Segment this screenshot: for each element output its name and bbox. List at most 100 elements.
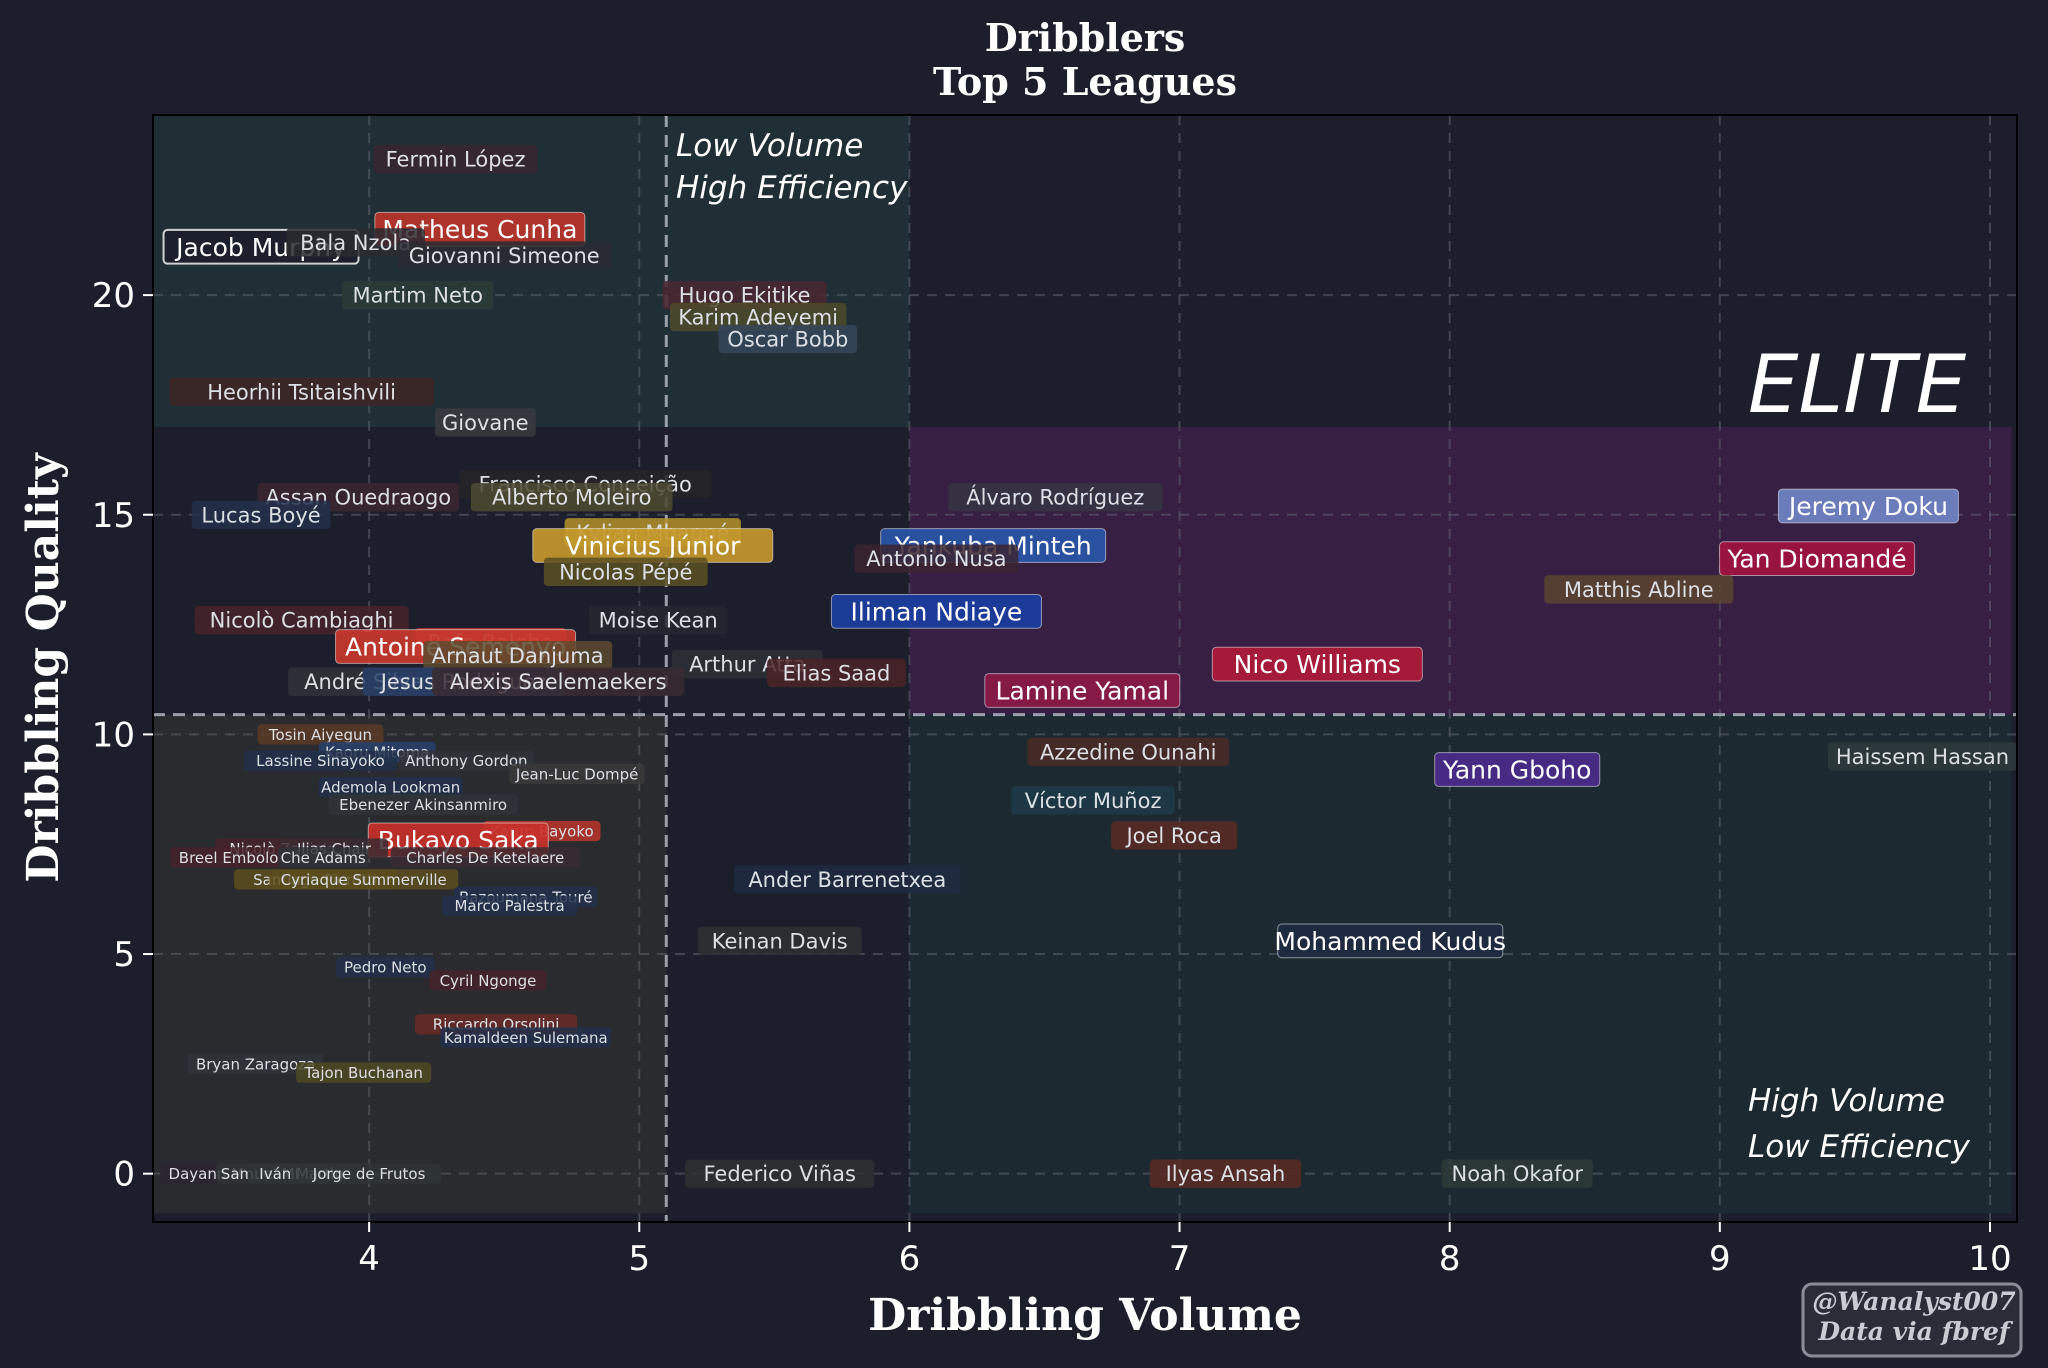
data-point-18: Vinicius Júnior <box>532 528 774 563</box>
data-point-32: Nico Williams <box>1211 646 1423 682</box>
point-label-box <box>1111 821 1238 850</box>
plot-frame <box>152 114 2018 1223</box>
chart-title: Dribblers <box>985 15 1186 60</box>
point-label-box <box>509 763 645 785</box>
y-tick-label-15: 15 <box>92 496 135 536</box>
point-label-box <box>278 847 369 868</box>
point-label-box <box>1149 1159 1302 1188</box>
point-label: Elias Saad <box>783 661 891 685</box>
point-label-box <box>434 408 536 437</box>
point-label-box <box>318 776 463 798</box>
point-label: Ander Barrenetxea <box>748 868 946 892</box>
point-label: Tajon Buchanan <box>303 1064 422 1082</box>
data-point-53: Breel Embolo <box>170 847 288 868</box>
point-label-box <box>1544 575 1734 604</box>
data-point-33: Lamine Yamal <box>984 673 1181 708</box>
point-label-box <box>373 144 538 174</box>
point-label: Ebenezer Akinsanmiro <box>339 796 507 814</box>
data-point-8: Oscar Bobb <box>718 324 858 354</box>
point-label-box <box>669 302 847 332</box>
point-label-box <box>423 641 613 670</box>
data-point-36: Alexis Saelemaekers <box>432 667 685 696</box>
credit-source: Data via fbref <box>1817 1317 2014 1346</box>
point-label: Noah Okafor <box>1451 1162 1583 1186</box>
data-point-21: Yan Diomandé <box>1719 541 1916 577</box>
data-point-56: Ander Barrenetxea <box>733 865 961 894</box>
point-label-box <box>948 483 1163 512</box>
point-label-box <box>733 865 961 894</box>
data-point-55: Charles De Ketelaere <box>390 847 580 868</box>
data-point-5: Martim Neto <box>342 280 494 310</box>
point-label-box <box>442 895 578 916</box>
y-tick-label-5: 5 <box>113 935 135 975</box>
point-label: Breel Embolo <box>179 849 279 867</box>
point-label: Keinan Davis <box>712 929 848 953</box>
y-tick-label-20: 20 <box>92 276 135 316</box>
point-label-box <box>1827 742 2017 771</box>
point-label: Kamaldeen Sulemana <box>444 1029 608 1047</box>
point-label: Iliman Ndiaye <box>851 597 1023 626</box>
point-label-box <box>297 1163 442 1184</box>
point-label-box <box>194 606 409 635</box>
y-tick-label-0: 0 <box>113 1155 135 1195</box>
point-label-box <box>390 847 580 868</box>
point-label: Azzedine Ounahi <box>1040 741 1217 765</box>
point-label: Heorhii Tsitaishvili <box>207 380 396 404</box>
data-point-44: Yann Gboho <box>1434 752 1601 787</box>
point-label: Cyril Ngonge <box>440 972 537 990</box>
x-tick-label-9: 9 <box>1709 1239 1731 1279</box>
x-tick-label-7: 7 <box>1169 1239 1191 1279</box>
point-label: Lamine Yamal <box>996 676 1170 705</box>
point-label-box <box>296 1062 432 1083</box>
data-point-20: Antonio Nusa <box>854 544 1019 573</box>
point-label-box <box>1027 737 1230 767</box>
point-label-box <box>169 377 434 406</box>
point-label: Bala Nzola <box>300 231 411 255</box>
data-point-48: Joel Roca <box>1111 821 1238 850</box>
point-label: Jean-Luc Dompé <box>515 765 638 783</box>
point-label-box <box>170 847 288 868</box>
point-label-box <box>984 673 1181 708</box>
point-label-box <box>328 794 518 815</box>
point-label-box <box>543 557 708 587</box>
data-point-16: Jeremy Doku <box>1777 488 1959 524</box>
point-label-box <box>440 1027 612 1048</box>
point-label-box <box>1211 646 1423 682</box>
quadrant-note-bottom-right-line1: High Volume <box>1748 1083 1945 1119</box>
data-point-54: Che Adams <box>278 847 369 868</box>
point-label-box <box>685 1159 875 1188</box>
data-point-10: Giovane <box>434 408 536 437</box>
point-label: Tosin Aiyegun <box>268 726 372 744</box>
point-label-box <box>432 667 685 696</box>
point-label: Che Adams <box>281 849 366 867</box>
data-point-74: Ilyas Ansah <box>1149 1159 1302 1188</box>
point-label: Ademola Lookman <box>321 779 460 797</box>
point-label-box <box>697 926 862 956</box>
point-label: Alberto Moleiro <box>492 486 651 510</box>
y-axis-title: Dribbling Quality <box>18 452 69 883</box>
point-label: Cyriaque Summerville <box>281 871 447 889</box>
quadrant-note-bottom-right-line2: Low Efficiency <box>1748 1129 1970 1165</box>
data-point-26: Moise Kean <box>588 606 728 635</box>
point-label: Moise Kean <box>599 609 718 633</box>
data-point-73: Federico Viñas <box>685 1159 875 1188</box>
point-label: Fermin López <box>386 147 526 171</box>
y-tick-label-10: 10 <box>92 715 135 755</box>
point-label: Martim Neto <box>352 284 483 308</box>
data-point-4: Giovanni Simeone <box>397 241 612 270</box>
x-tick-label-4: 4 <box>358 1239 380 1279</box>
point-label: Matthis Abline <box>1564 578 1714 602</box>
point-label: Jorge de Frutos <box>312 1165 426 1183</box>
data-point-3: Bala Nzola <box>286 228 425 257</box>
data-point-67: Bryan Zaragoza <box>188 1053 324 1074</box>
point-label-box <box>398 750 534 771</box>
point-label-box <box>1777 488 1959 524</box>
x-tick-label-8: 8 <box>1439 1239 1461 1279</box>
data-point-66: Kamaldeen Sulemana <box>440 1027 612 1048</box>
point-label-box <box>1434 752 1601 787</box>
point-label: Yann Gboho <box>1442 756 1591 785</box>
data-point-64: Cyril Ngonge <box>429 970 547 991</box>
point-label: Pedro Neto <box>344 959 427 977</box>
point-label: Ilyas Ansah <box>1166 1162 1286 1186</box>
